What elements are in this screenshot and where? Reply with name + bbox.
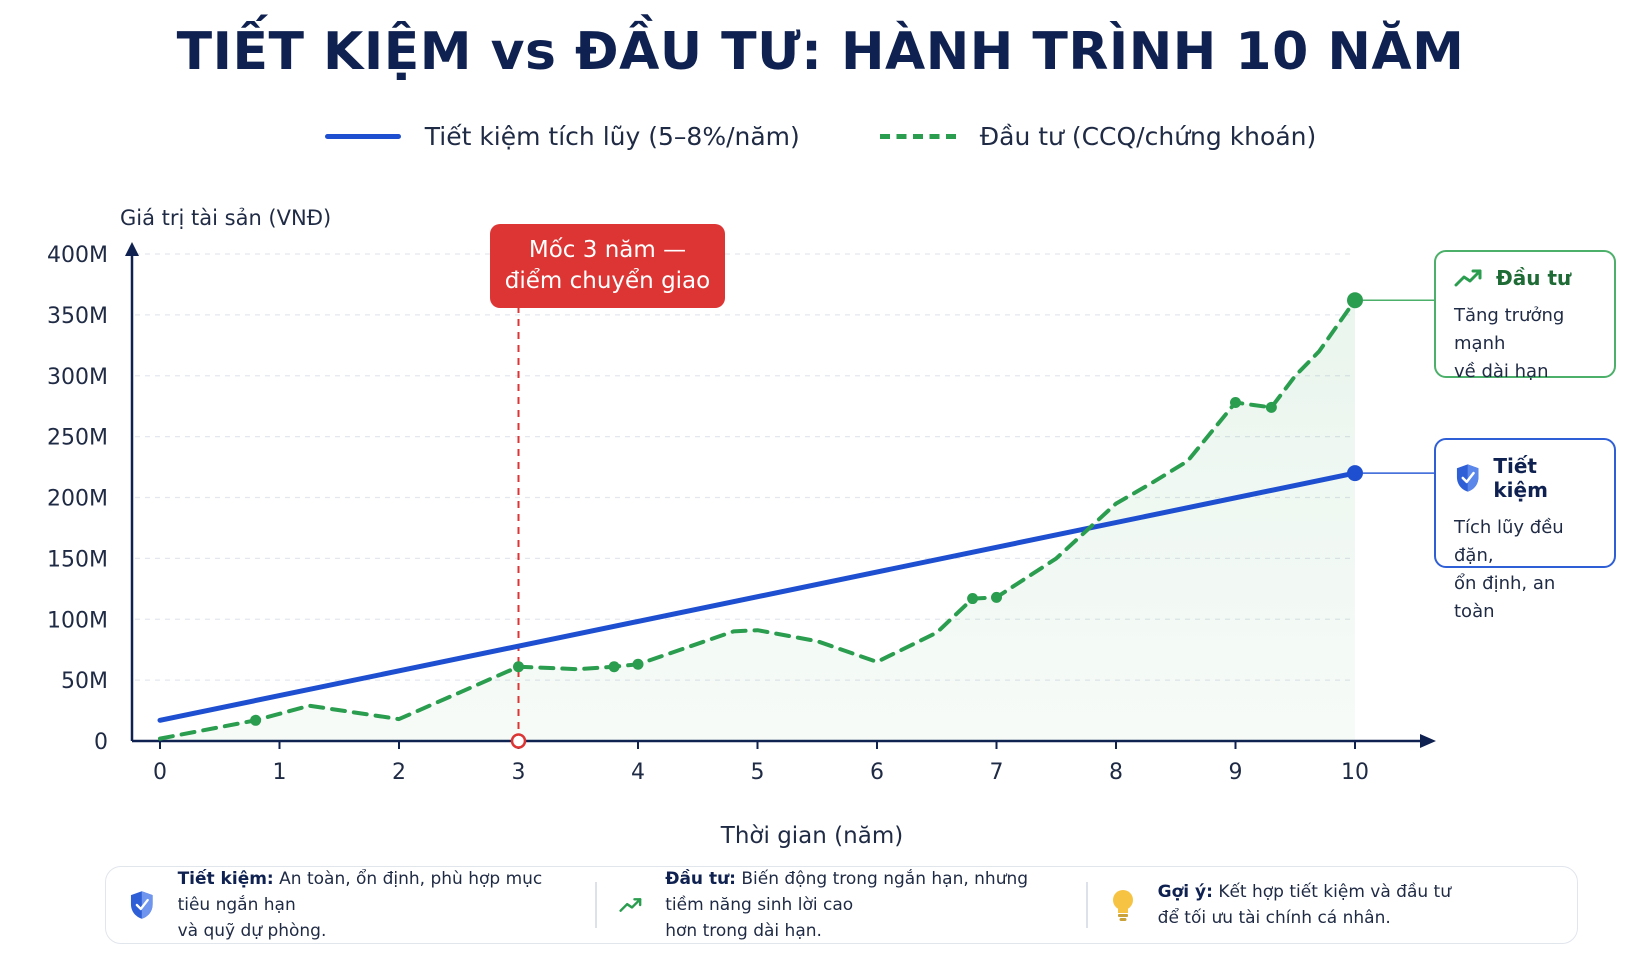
savings-line [157, 470, 1358, 723]
savings-card-desc-2: ổn định, an toàn [1454, 573, 1556, 622]
y-tick-label: 50M [61, 669, 108, 694]
legend-swatch-savings [324, 134, 401, 139]
invest-card-desc-1: Tăng trưởng mạnh [1454, 305, 1565, 354]
page-title: TIẾT KIỆM vs ĐẦU TƯ: HÀNH TRÌNH 10 NĂM [176, 22, 1465, 82]
legend-item-invest: Đầu tư (CCQ/chứng khoán) [879, 122, 1317, 151]
x-tick-label: 6 [870, 760, 884, 785]
x-tick-label: 0 [153, 760, 167, 785]
invest-point [1265, 401, 1277, 413]
y-axis-label: Giá trị tài sản (VNĐ) [120, 206, 331, 230]
footer-invest-text-2: hơn trong dài hạn. [665, 921, 822, 941]
x-tick-label: 2 [392, 760, 406, 785]
footer-tip-label: Gợi ý: [1157, 882, 1213, 902]
y-tick-label: 150M [47, 547, 108, 572]
invest-card-title: Đầu tư [1496, 266, 1572, 290]
invest-note-card: Đầu tư Tăng trưởng mạnh về dài hạn [1434, 250, 1616, 382]
invest-point [1230, 397, 1241, 409]
invest-point [1347, 292, 1363, 309]
invest-point [967, 593, 979, 605]
invest-point [250, 714, 262, 726]
y-tick-label: 200M [47, 487, 108, 512]
footer-tip-text-1: Kết hợp tiết kiệm và đầu tư [1212, 882, 1451, 902]
savings-point [1347, 465, 1363, 482]
invest-area [160, 300, 1355, 741]
legend-label-savings: Tiết kiệm tích lũy (5–8%/năm) [424, 122, 800, 151]
footer-savings-text-2: và quỹ dự phòng. [177, 921, 327, 941]
y-tick-label: 350M [47, 304, 108, 329]
shield-icon [130, 891, 153, 919]
milestone-line-1: Mốc 3 năm — [528, 237, 687, 263]
legend-label-invest: Đầu tư (CCQ/chứng khoán) [979, 122, 1317, 151]
y-tick-label: 100M [47, 608, 108, 633]
invest-card-desc-2: về dài hạn [1454, 361, 1549, 382]
trend-up-icon [1454, 269, 1482, 287]
footer-invest: Đầu tư: Biến động trong ngắn hạn, nhưng … [597, 866, 1086, 944]
milestone-line-2: điểm chuyển giao [504, 268, 711, 294]
milestone-marker [510, 733, 527, 749]
lightbulb-icon [1112, 890, 1133, 921]
y-tick-label: 400M [47, 243, 108, 268]
trend-up-icon [619, 898, 642, 912]
invest-point [608, 661, 620, 673]
y-tick-label: 0 [94, 730, 108, 755]
y-tick-label: 300M [47, 365, 108, 390]
footer-savings-label: Tiết kiệm: [177, 869, 274, 889]
invest-point [513, 661, 524, 673]
footer-invest-text-1: Biến động trong ngắn hạn, nhưng tiềm năn… [665, 869, 1029, 915]
savings-card-title: Tiết kiệm [1493, 454, 1548, 502]
x-tick-label: 5 [751, 760, 765, 785]
footer-tip-text-2: để tối ưu tài chính cá nhân. [1157, 908, 1391, 928]
invest-point [991, 591, 1002, 603]
footer-invest-label: Đầu tư: [665, 869, 736, 889]
footer-savings-text-1: An toàn, ổn định, phù hợp mục tiêu ngắn … [177, 869, 543, 915]
invest-point [632, 658, 644, 670]
x-tick-label: 9 [1229, 760, 1243, 785]
x-tick-label: 3 [512, 760, 526, 785]
x-tick-label: 4 [631, 760, 645, 785]
legend-swatch-invest [879, 134, 956, 139]
y-axis-arrow [125, 242, 139, 256]
x-axis-arrow [1420, 734, 1436, 748]
legend-item-savings: Tiết kiệm tích lũy (5–8%/năm) [324, 122, 800, 151]
footer-divider [1086, 882, 1088, 928]
chart-legend: Tiết kiệm tích lũy (5–8%/năm) Đầu tư (CC… [0, 122, 1641, 151]
x-tick-label: 10 [1341, 760, 1369, 785]
footer-summary: Tiết kiệm: An toàn, ổn định, phù hợp mục… [105, 866, 1578, 944]
milestone-callout: Mốc 3 năm — điểm chuyển giao [490, 224, 725, 308]
footer-tip: Gợi ý: Kết hợp tiết kiệm và đầu tư để tố… [1088, 879, 1577, 931]
savings-note-card: Tiết kiệm Tích lũy đều đặn, ổn định, an … [1434, 438, 1616, 622]
x-tick-label: 1 [273, 760, 287, 785]
shield-icon [1456, 464, 1479, 492]
x-tick-label: 8 [1109, 760, 1123, 785]
x-axis-label: Thời gian (năm) [720, 823, 903, 849]
footer-savings: Tiết kiệm: An toàn, ổn định, phù hợp mục… [106, 866, 595, 944]
x-tick-label: 7 [990, 760, 1004, 785]
y-tick-label: 250M [47, 426, 108, 451]
savings-card-desc-1: Tích lũy đều đặn, [1454, 517, 1564, 566]
footer-divider [595, 882, 597, 928]
